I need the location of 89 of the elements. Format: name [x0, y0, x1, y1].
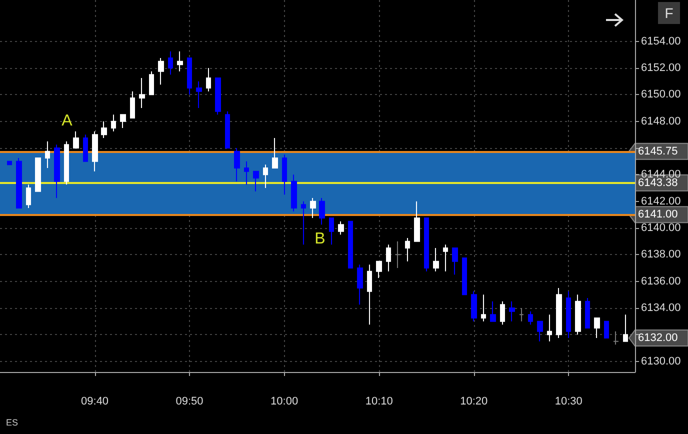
candlestick: [509, 300, 515, 322]
y-tick-label: 6150.00: [641, 88, 681, 101]
candlestick: [139, 78, 145, 108]
annotation: A: [62, 112, 73, 130]
candlestick: [187, 58, 192, 96]
candlestick: [338, 220, 344, 236]
candlestick: [528, 310, 533, 326]
candlestick: [490, 300, 496, 322]
candlestick: [500, 300, 505, 326]
candlestick: [443, 244, 448, 272]
x-tick-label: 10:00: [270, 396, 298, 408]
candlestick: [575, 294, 581, 336]
candlestick: [319, 198, 325, 226]
candlestick: [376, 260, 382, 278]
x-tick-label: 10:10: [365, 396, 393, 408]
candlestick: [120, 114, 126, 128]
candlestick: [272, 138, 278, 168]
x-tick-label: 09:50: [176, 396, 204, 408]
candlestick: [215, 78, 221, 116]
candlestick: [16, 158, 22, 208]
candlestick: [64, 140, 69, 186]
y-tick-label: 6142.00: [641, 195, 681, 208]
y-tick-label: 6140.00: [641, 222, 681, 234]
ref-line-label: 6141.00: [638, 208, 678, 221]
candlestick: [111, 114, 116, 132]
candlestick: [282, 154, 287, 196]
candlestick: [424, 218, 429, 272]
candlestick: [83, 134, 88, 162]
candlestick: [556, 288, 562, 338]
candlestick: [73, 130, 79, 148]
candlestick: [234, 148, 240, 182]
candlestick: [357, 264, 363, 306]
candlestick: [253, 170, 259, 192]
y-tick-label: 6152.00: [641, 62, 681, 74]
candlestick: [291, 174, 297, 212]
candlestick: [26, 184, 31, 208]
candlestick: [547, 314, 552, 342]
candlestick: [433, 248, 439, 272]
candlestick: [537, 320, 543, 342]
candlestick: [35, 158, 41, 192]
y-tick-label: 6130.00: [641, 355, 681, 368]
y-tick-label: 6154.00: [641, 35, 681, 48]
candlestick: [519, 308, 524, 322]
candlestick: [225, 110, 230, 148]
candlestick: [206, 68, 211, 92]
candlestick: [263, 164, 268, 188]
text: F: [664, 5, 674, 21]
x-tick-label: 10:30: [554, 396, 582, 408]
candlestick: [462, 258, 467, 296]
candlestick: [54, 144, 60, 198]
candlestick: [471, 290, 477, 322]
candlestick: [149, 70, 154, 96]
text: 6132.00: [638, 332, 678, 344]
candlestick: [92, 130, 98, 172]
ref-line-label: 6145.75: [638, 145, 678, 158]
x-tick-label: 10:20: [460, 396, 488, 408]
candlestick: [604, 320, 609, 338]
candlestick: [301, 200, 306, 246]
candlestick: [481, 294, 486, 322]
candlestick: [329, 218, 334, 246]
candlestick: [7, 160, 12, 166]
candlestick: [101, 120, 107, 138]
candlestick: [367, 264, 372, 326]
candlestick: [348, 220, 353, 268]
candlestick: [566, 290, 571, 338]
candlestick: [196, 80, 202, 108]
candlestick: [594, 318, 600, 338]
annotation: B: [314, 230, 326, 248]
candlestick: [45, 140, 50, 168]
candlestick: [158, 58, 164, 86]
candlestick: [168, 50, 173, 76]
y-tick-label: 6138.00: [641, 248, 681, 261]
candlestick: [623, 314, 628, 342]
candlestick: [414, 200, 420, 242]
candlestick: [395, 240, 401, 268]
y-tick-label: 6148.00: [641, 115, 681, 128]
candlestick: [310, 198, 316, 218]
candlestick: [386, 244, 391, 272]
candlestick: [613, 330, 619, 346]
x-tick-label: 09:40: [81, 396, 109, 408]
text: ES: [6, 418, 18, 428]
y-tick-label: 6136.00: [641, 275, 681, 288]
candlestick: [585, 298, 590, 328]
candlestick: [244, 160, 249, 186]
candlestick: [130, 90, 135, 118]
candlestick: [405, 238, 410, 262]
candlestick: [452, 248, 458, 276]
y-tick-label: 6134.00: [641, 302, 681, 314]
candlestick: [177, 50, 183, 72]
